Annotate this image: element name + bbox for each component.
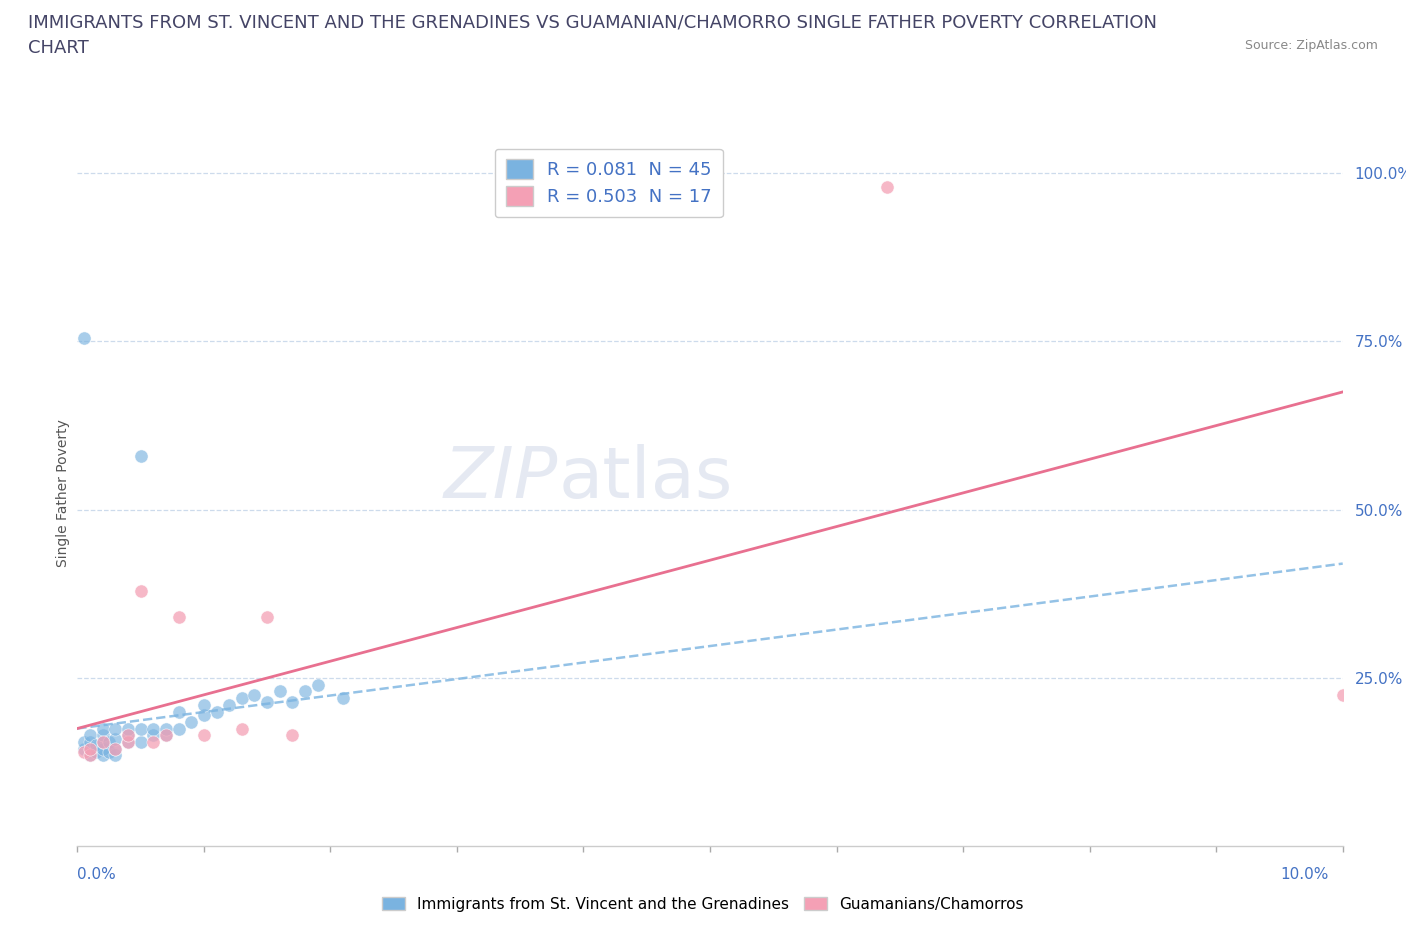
Point <box>91 735 114 750</box>
Point <box>142 721 165 736</box>
Point <box>79 728 101 743</box>
Point <box>86 745 108 760</box>
Point <box>269 684 291 699</box>
Point <box>218 698 240 712</box>
Point <box>231 691 253 706</box>
Point <box>117 728 139 743</box>
Y-axis label: Single Father Poverty: Single Father Poverty <box>56 418 70 567</box>
Legend: R = 0.081  N = 45, R = 0.503  N = 17: R = 0.081 N = 45, R = 0.503 N = 17 <box>495 149 723 218</box>
Point <box>117 721 139 736</box>
Text: 10.0%: 10.0% <box>1281 867 1329 882</box>
Point <box>79 735 101 750</box>
Point <box>281 694 304 709</box>
Point <box>256 610 278 625</box>
Point <box>129 448 152 463</box>
Point <box>91 735 114 750</box>
Point <box>79 748 101 763</box>
Point <box>142 728 165 743</box>
Point <box>876 179 898 194</box>
Point <box>129 721 152 736</box>
Text: ZIP: ZIP <box>444 445 558 513</box>
Point <box>91 741 114 756</box>
Point <box>155 721 177 736</box>
Point <box>167 721 190 736</box>
Point <box>155 728 177 743</box>
Point <box>73 735 96 750</box>
Point <box>332 691 354 706</box>
Point <box>193 708 215 723</box>
Point <box>104 741 127 756</box>
Point <box>193 698 215 712</box>
Point <box>193 728 215 743</box>
Point <box>281 728 304 743</box>
Text: Source: ZipAtlas.com: Source: ZipAtlas.com <box>1244 39 1378 52</box>
Point <box>86 737 108 752</box>
Point <box>117 728 139 743</box>
Point <box>91 748 114 763</box>
Point <box>79 748 101 763</box>
Point <box>1331 687 1354 702</box>
Point <box>231 721 253 736</box>
Text: 0.0%: 0.0% <box>77 867 117 882</box>
Point <box>91 721 114 736</box>
Point <box>129 583 152 598</box>
Point <box>180 714 202 729</box>
Point <box>73 741 96 756</box>
Legend: Immigrants from St. Vincent and the Grenadines, Guamanians/Chamorros: Immigrants from St. Vincent and the Gren… <box>375 890 1031 918</box>
Point <box>104 731 127 746</box>
Text: IMMIGRANTS FROM ST. VINCENT AND THE GRENADINES VS GUAMANIAN/CHAMORRO SINGLE FATH: IMMIGRANTS FROM ST. VINCENT AND THE GREN… <box>28 14 1157 32</box>
Point <box>104 721 127 736</box>
Point <box>294 684 316 699</box>
Point <box>243 687 266 702</box>
Point <box>79 741 101 756</box>
Point <box>142 735 165 750</box>
Point <box>98 735 120 750</box>
Point <box>256 694 278 709</box>
Point <box>79 741 101 756</box>
Point <box>155 728 177 743</box>
Point <box>104 741 127 756</box>
Point <box>91 728 114 743</box>
Point <box>117 735 139 750</box>
Point <box>167 610 190 625</box>
Text: CHART: CHART <box>28 39 89 57</box>
Point <box>307 677 329 692</box>
Point <box>129 735 152 750</box>
Point <box>167 704 190 719</box>
Point <box>117 735 139 750</box>
Text: atlas: atlas <box>558 445 733 513</box>
Point <box>205 704 228 719</box>
Point <box>104 748 127 763</box>
Point <box>98 745 120 760</box>
Point <box>73 745 96 760</box>
Point <box>73 331 96 346</box>
